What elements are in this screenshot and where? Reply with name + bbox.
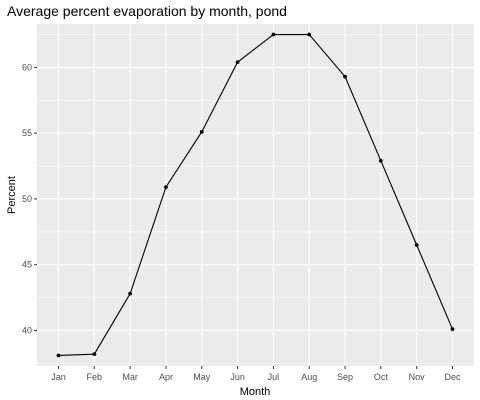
x-tick-label-dec: Dec: [445, 372, 462, 382]
y-tick-labels: 40 45 50 55 60: [22, 62, 32, 335]
data-point-apr: [164, 185, 168, 190]
data-point-oct: [378, 158, 383, 163]
x-tick-label-feb: Feb: [87, 372, 103, 382]
x-tick-label-apr: Apr: [159, 372, 173, 382]
x-tick-label-sep: Sep: [337, 372, 353, 382]
data-point-mar: [128, 291, 133, 296]
x-tick-label-jun: Jun: [230, 372, 245, 382]
x-tick-label-jul: Jul: [268, 372, 280, 382]
x-axis-title: Month: [240, 386, 271, 398]
y-tick-label: 45: [22, 260, 32, 270]
data-point-nov: [414, 243, 419, 247]
chart-title: Average percent evaporation by month, po…: [7, 3, 287, 19]
y-tick-label: 60: [22, 62, 32, 72]
y-tick-label: 55: [22, 128, 32, 138]
y-tick-label: 50: [22, 194, 32, 204]
data-point-jan: [56, 353, 61, 358]
data-point-sep: [343, 74, 347, 79]
x-tick-label-may: May: [193, 372, 211, 382]
x-tick-label-jan: Jan: [51, 372, 66, 382]
data-point-feb: [92, 352, 97, 357]
x-tick-label-nov: Nov: [409, 372, 426, 382]
y-tick-label: 40: [22, 325, 32, 335]
data-point-may: [199, 129, 204, 134]
data-point-jul: [271, 32, 276, 37]
data-point-jun: [235, 60, 240, 65]
data-point-dec: [450, 327, 455, 332]
x-tick-label-aug: Aug: [301, 372, 317, 382]
grid-lines: [37, 24, 474, 366]
series-layer: [56, 32, 455, 358]
x-tick-label-oct: Oct: [374, 372, 389, 382]
x-tick-label-mar: Mar: [122, 372, 138, 382]
plot-panel: [37, 24, 474, 366]
data-point-aug: [307, 32, 312, 37]
series-line: [58, 33, 454, 357]
axis-ticks: [34, 66, 454, 369]
y-axis-title: Percent: [6, 176, 18, 214]
x-tick-labels: Jan Feb Mar Apr May Jun Jul Aug Sep Oct Nov Dec: [51, 372, 461, 382]
